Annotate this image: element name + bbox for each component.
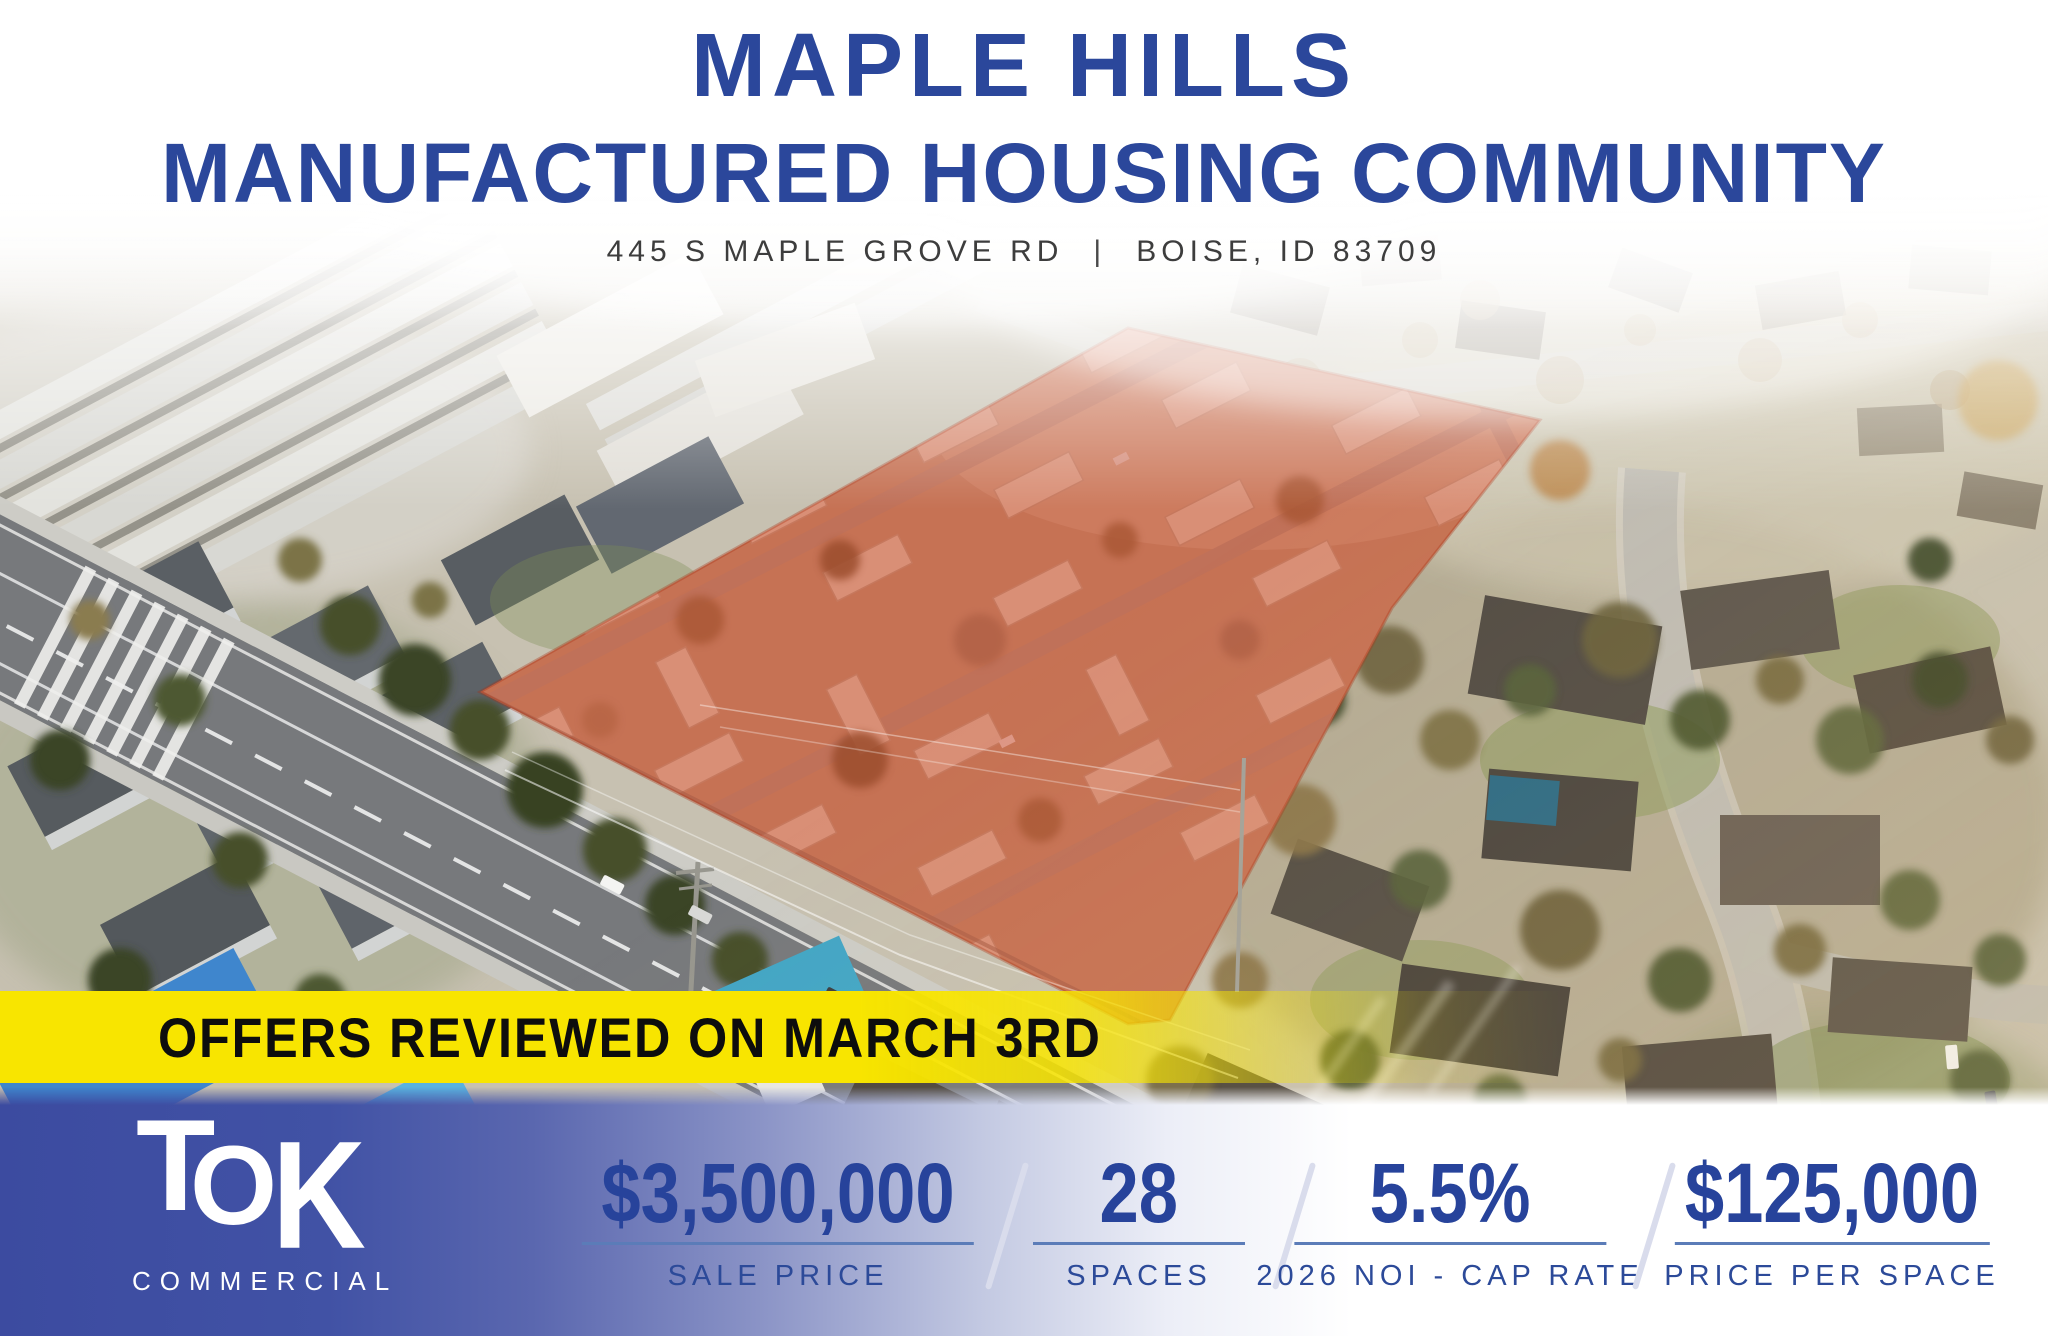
stat-sale-price: $3,500,000 SALE PRICE — [568, 1150, 988, 1293]
stat-spaces-value: 28 — [1099, 1146, 1179, 1240]
stat-spaces-label: SPACES — [1066, 1260, 1212, 1292]
stat-price-per-space-value: $125,000 — [1684, 1146, 1980, 1240]
logo-subtitle: COMMERCIAL — [132, 1266, 399, 1296]
white-top-fade — [0, 0, 2048, 330]
tok-logo: T O K COMMERCIAL — [0, 1087, 420, 1336]
logo-letter-t: T — [136, 1092, 216, 1238]
stat-sale-price-value: $3,500,000 — [601, 1146, 955, 1240]
address-street: 445 S MAPLE GROVE RD — [606, 235, 1064, 268]
page-title-line2: MANUFACTURED HOUSING COMMUNITY — [161, 126, 1887, 220]
stat-cap-rate-rule — [1293, 1242, 1606, 1245]
stat-price-per-space-rule — [1674, 1242, 1990, 1245]
divider-slash — [984, 1162, 1030, 1290]
stat-price-per-space-label: PRICE PER SPACE — [1664, 1260, 2000, 1292]
stat-cap-rate-label: 2026 NOI - CAP RATE — [1256, 1260, 1644, 1292]
bottom-bar: T O K COMMERCIAL $3,500,000 SALE PRICE 2… — [0, 1087, 2048, 1336]
logo-letter-k: K — [272, 1108, 366, 1281]
offers-banner: OFFERS REVIEWED ON MARCH 3RD — [0, 991, 1560, 1083]
stat-spaces-rule — [1033, 1242, 1245, 1245]
address-line: 445 S MAPLE GROVE RD | BOISE, ID 83709 — [0, 237, 2048, 267]
address-separator: | — [1093, 235, 1107, 268]
logo-letter-o: O — [190, 1123, 278, 1248]
stat-spaces: 28 SPACES — [1033, 1150, 1245, 1293]
page-title-line1: MAPLE HILLS — [691, 16, 1357, 116]
stat-cap-rate: 5.5% 2026 NOI - CAP RATE — [1256, 1150, 1643, 1293]
stat-sale-price-label: SALE PRICE — [667, 1260, 889, 1292]
stat-cap-rate-value: 5.5% — [1369, 1146, 1531, 1240]
stat-sale-price-rule — [581, 1242, 974, 1245]
address-city: BOISE, ID 83709 — [1136, 235, 1442, 268]
offers-banner-text: OFFERS REVIEWED ON MARCH 3RD — [158, 1005, 1102, 1069]
stat-price-per-space: $125,000 PRICE PER SPACE — [1657, 1150, 2007, 1293]
